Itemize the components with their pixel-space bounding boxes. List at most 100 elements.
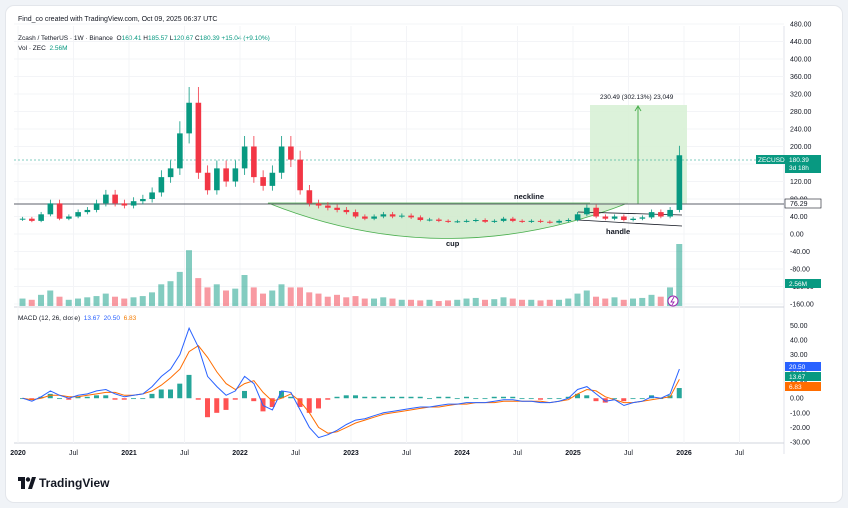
time-tick: 2021 [121,450,137,457]
ohlc-close-label: C [195,35,200,42]
volume-bar [445,300,451,306]
macd-histogram-bar [121,398,127,400]
volume-bar [611,297,618,306]
volume-bar [56,296,63,306]
candle-body [251,146,257,178]
macd-tick: 0.00 [790,396,804,403]
candle-body [658,212,664,217]
price-tick: 120.00 [790,179,812,186]
symbol-legend[interactable]: Zcash / TetherUS · 1W · Binance O160.41 … [18,35,270,42]
volume-bar [417,300,424,306]
volume-bar [380,297,387,306]
time-tick: Jul [69,450,78,457]
macd-histogram-bar [371,396,377,399]
candle-body [288,146,294,160]
volume-bar [19,298,26,306]
candle-body [519,220,525,222]
candle-body [454,221,461,223]
candle-body [648,212,655,218]
volume-bar [139,296,146,306]
candle-body [19,218,26,220]
macd-histogram-bar [399,396,405,399]
candle-body [93,203,100,210]
volume-bar [186,250,192,306]
volume-bar [28,299,35,306]
event-marker[interactable] [667,295,679,307]
time-tick: 2023 [343,450,359,457]
macd-tick: -30.00 [790,440,810,447]
volume-badge [785,279,821,288]
volume-bar [482,299,488,306]
volume-bar [537,300,544,306]
macd-histogram-bar [94,395,99,399]
macd-tick: -20.00 [790,425,810,432]
volume-bar [583,290,590,306]
candle-body [56,203,63,219]
macd-legend[interactable]: MACD (12, 26, close) 13.67 20.50 6.83 [18,315,136,322]
candle-body [29,218,35,221]
volume-bar [593,296,599,306]
candle-body [602,216,609,219]
candle-body [426,219,433,221]
macd-histogram-bar [602,398,608,403]
price-candles [19,87,683,224]
candle-body [491,220,498,222]
handle-lower-line [577,219,683,227]
last-price-badge [785,155,821,173]
macd-badge-2-text: 13.67 [789,374,806,381]
time-tick: Jul [513,450,522,457]
macd-histogram-bar [390,396,395,399]
candle-body [639,217,646,219]
volume-bar [639,297,646,306]
cup-label: cup [446,239,460,248]
volume-bar [389,298,396,306]
candle-body [47,203,54,215]
macd-histogram-bar [482,398,488,400]
macd-histogram-bar [621,398,627,402]
volume-legend[interactable]: Vol · ZEC 2.56M [18,45,68,52]
time-axis[interactable]: 2020 Jul 2021 Jul 2022 Jul 2023 Jul 2024 Jul 2025 J… [10,450,744,457]
macd-histogram-bar [288,396,294,399]
macd-tick: 50.00 [790,323,808,330]
volume-bar [315,293,322,306]
candle-body [315,203,322,206]
volume-bar [158,284,165,306]
macd-histogram-bar [362,396,368,399]
volume-bar [102,293,109,306]
macd-tick: -10.00 [790,410,810,417]
candle-body [611,216,618,219]
candle-body [112,194,118,204]
volume-bar [546,299,553,306]
candle-body [482,220,488,222]
macd-badge-3-text: 6.83 [789,384,802,391]
volume-bar [130,297,137,306]
macd-histogram-bar [510,396,516,399]
candle-body [621,216,627,220]
candle-body [362,216,368,219]
macd-histogram-bar [140,398,146,400]
volume-bar [149,292,155,306]
macd-histogram-bar [464,396,469,399]
macd-value-2: 20.50 [103,315,120,322]
price-tick: 320.00 [790,92,812,99]
ohlc-low: 120.67 [173,35,194,42]
volume-bar [176,271,183,306]
volume-bar [528,299,535,306]
candle-body [528,220,535,222]
macd-histogram-bar [380,396,386,399]
volume-bar [620,299,627,306]
time-tick: Jul [624,450,633,457]
volume-bar [556,299,562,306]
macd-histogram-bar [195,398,201,400]
price-tick: 440.00 [790,39,812,46]
price-tick: -80.00 [790,267,810,274]
macd-histogram-bar [501,396,506,399]
macd-histogram-bar [251,398,257,402]
volume-bar [602,298,609,306]
ohlc-high: 185.57 [147,35,168,42]
ticker-badge [756,155,796,164]
volume-bar [509,298,516,306]
candle-body [547,221,553,223]
chart-canvas[interactable]: neckline cup handle 230.49 (302.13%) 23,… [6,6,842,502]
volume-bar [250,287,257,306]
